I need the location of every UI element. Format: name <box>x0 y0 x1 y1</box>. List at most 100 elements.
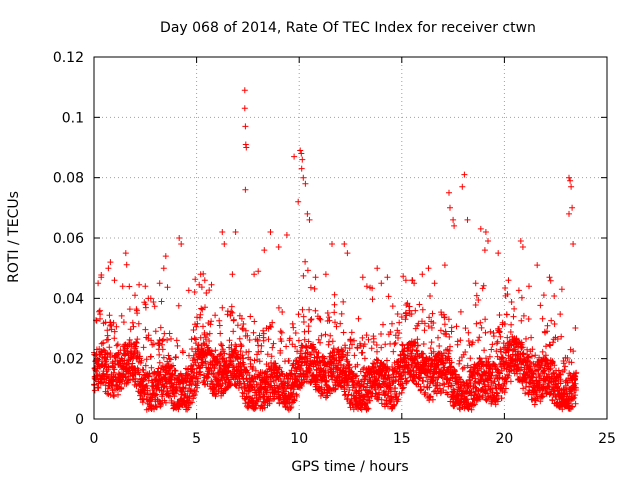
roti-point <box>242 186 249 193</box>
roti-point <box>481 247 488 254</box>
roti-point <box>363 283 370 290</box>
roti-point <box>275 244 282 250</box>
x-tick-label: 25 <box>598 431 616 447</box>
roti-point <box>378 280 385 287</box>
roti-point <box>295 198 302 205</box>
roti-point <box>517 238 524 244</box>
roti-point <box>495 250 502 257</box>
roti-point <box>374 265 381 272</box>
roti-point <box>568 183 575 190</box>
roti-point <box>267 229 274 235</box>
roti-point <box>156 280 163 287</box>
plot-frame <box>93 56 608 420</box>
roti-point <box>232 229 239 235</box>
roti-point <box>251 271 258 278</box>
roti-point <box>243 144 250 151</box>
x-axis-label: GPS time / hours <box>291 459 408 475</box>
y-tick-label: 0.04 <box>53 291 84 307</box>
roti-point <box>299 156 306 163</box>
roti-point <box>569 204 576 211</box>
roti-point <box>261 247 268 254</box>
y-tick-label: 0.12 <box>53 50 84 66</box>
roti-point <box>302 180 309 187</box>
tick-labels: 0 0.02 0.04 0.06 0.08 0.1 0.12 0 5 10 15 20 25 <box>53 50 616 447</box>
roti-point-cluster <box>571 325 580 407</box>
roti-point <box>95 280 102 287</box>
roti-point-cluster <box>211 271 277 412</box>
roti-point <box>459 183 466 190</box>
roti-point <box>291 153 298 160</box>
roti-point <box>178 241 185 247</box>
y-tick-label: 0.06 <box>53 231 84 247</box>
roti-point <box>111 277 118 284</box>
roti-point <box>441 262 448 269</box>
roti-point <box>519 244 526 250</box>
roti-point <box>384 274 391 281</box>
roti-point <box>107 259 114 266</box>
roti-point <box>566 174 572 181</box>
roti-point <box>570 241 577 247</box>
roti-point <box>477 225 484 232</box>
roti-point <box>105 265 112 272</box>
roti-point <box>485 238 491 244</box>
roti-point <box>402 277 409 284</box>
roti-point <box>419 271 426 278</box>
x-tick-label: 10 <box>290 431 308 447</box>
roti-point <box>306 216 313 223</box>
roti-point <box>567 177 574 184</box>
roti-point <box>162 253 169 260</box>
data-points <box>91 87 580 413</box>
roti-point <box>122 250 129 257</box>
roti-point <box>431 280 438 287</box>
roti-point <box>446 189 452 196</box>
x-tick-label: 5 <box>192 431 201 447</box>
roti-point-cluster <box>391 273 457 410</box>
roti-point <box>312 274 319 281</box>
roti-point <box>344 250 351 257</box>
roti-point <box>322 271 329 278</box>
roti-point <box>425 265 432 272</box>
roti-point <box>283 232 290 238</box>
roti-point-cluster <box>331 284 397 413</box>
roti-point <box>201 277 208 284</box>
roti-point-cluster <box>511 277 577 413</box>
roti-point <box>219 229 226 235</box>
roti-point <box>300 174 307 181</box>
roti-point <box>176 235 183 241</box>
roti-point <box>534 262 541 269</box>
roti-point <box>221 241 228 247</box>
roti-point-cluster <box>271 258 337 413</box>
roti-point <box>461 171 468 178</box>
roti-point <box>241 105 248 112</box>
roti-point <box>242 123 249 130</box>
y-tick-label: 0.02 <box>53 352 84 368</box>
y-tick-label: 0.1 <box>62 110 84 126</box>
roti-point <box>119 283 126 290</box>
roti-point <box>526 283 532 290</box>
x-tick-label: 0 <box>90 431 99 447</box>
roti-point <box>160 265 167 272</box>
y-tick-label: 0 <box>75 412 84 428</box>
roti-point <box>142 283 149 290</box>
roti-point <box>298 165 305 172</box>
x-tick-label: 15 <box>393 431 411 447</box>
roti-point <box>464 216 471 223</box>
roti-point <box>298 150 305 157</box>
roti-point <box>359 274 366 281</box>
roti-point <box>482 229 489 235</box>
roti-point <box>566 210 572 217</box>
roti-point <box>472 280 479 287</box>
roti-point <box>241 87 248 94</box>
x-tick-label: 20 <box>495 431 513 447</box>
roti-point <box>450 216 457 223</box>
roti-point <box>411 280 418 287</box>
roti-point <box>297 147 304 154</box>
chart-title: Day 068 of 2014, Rate Of TEC Index for r… <box>160 20 536 36</box>
roti-point <box>505 277 512 284</box>
roti-point <box>546 274 553 281</box>
roti-point <box>447 204 453 211</box>
y-axis-label: ROTI / TECUs <box>6 191 22 283</box>
roti-point <box>132 292 138 299</box>
roti-point <box>341 241 348 247</box>
